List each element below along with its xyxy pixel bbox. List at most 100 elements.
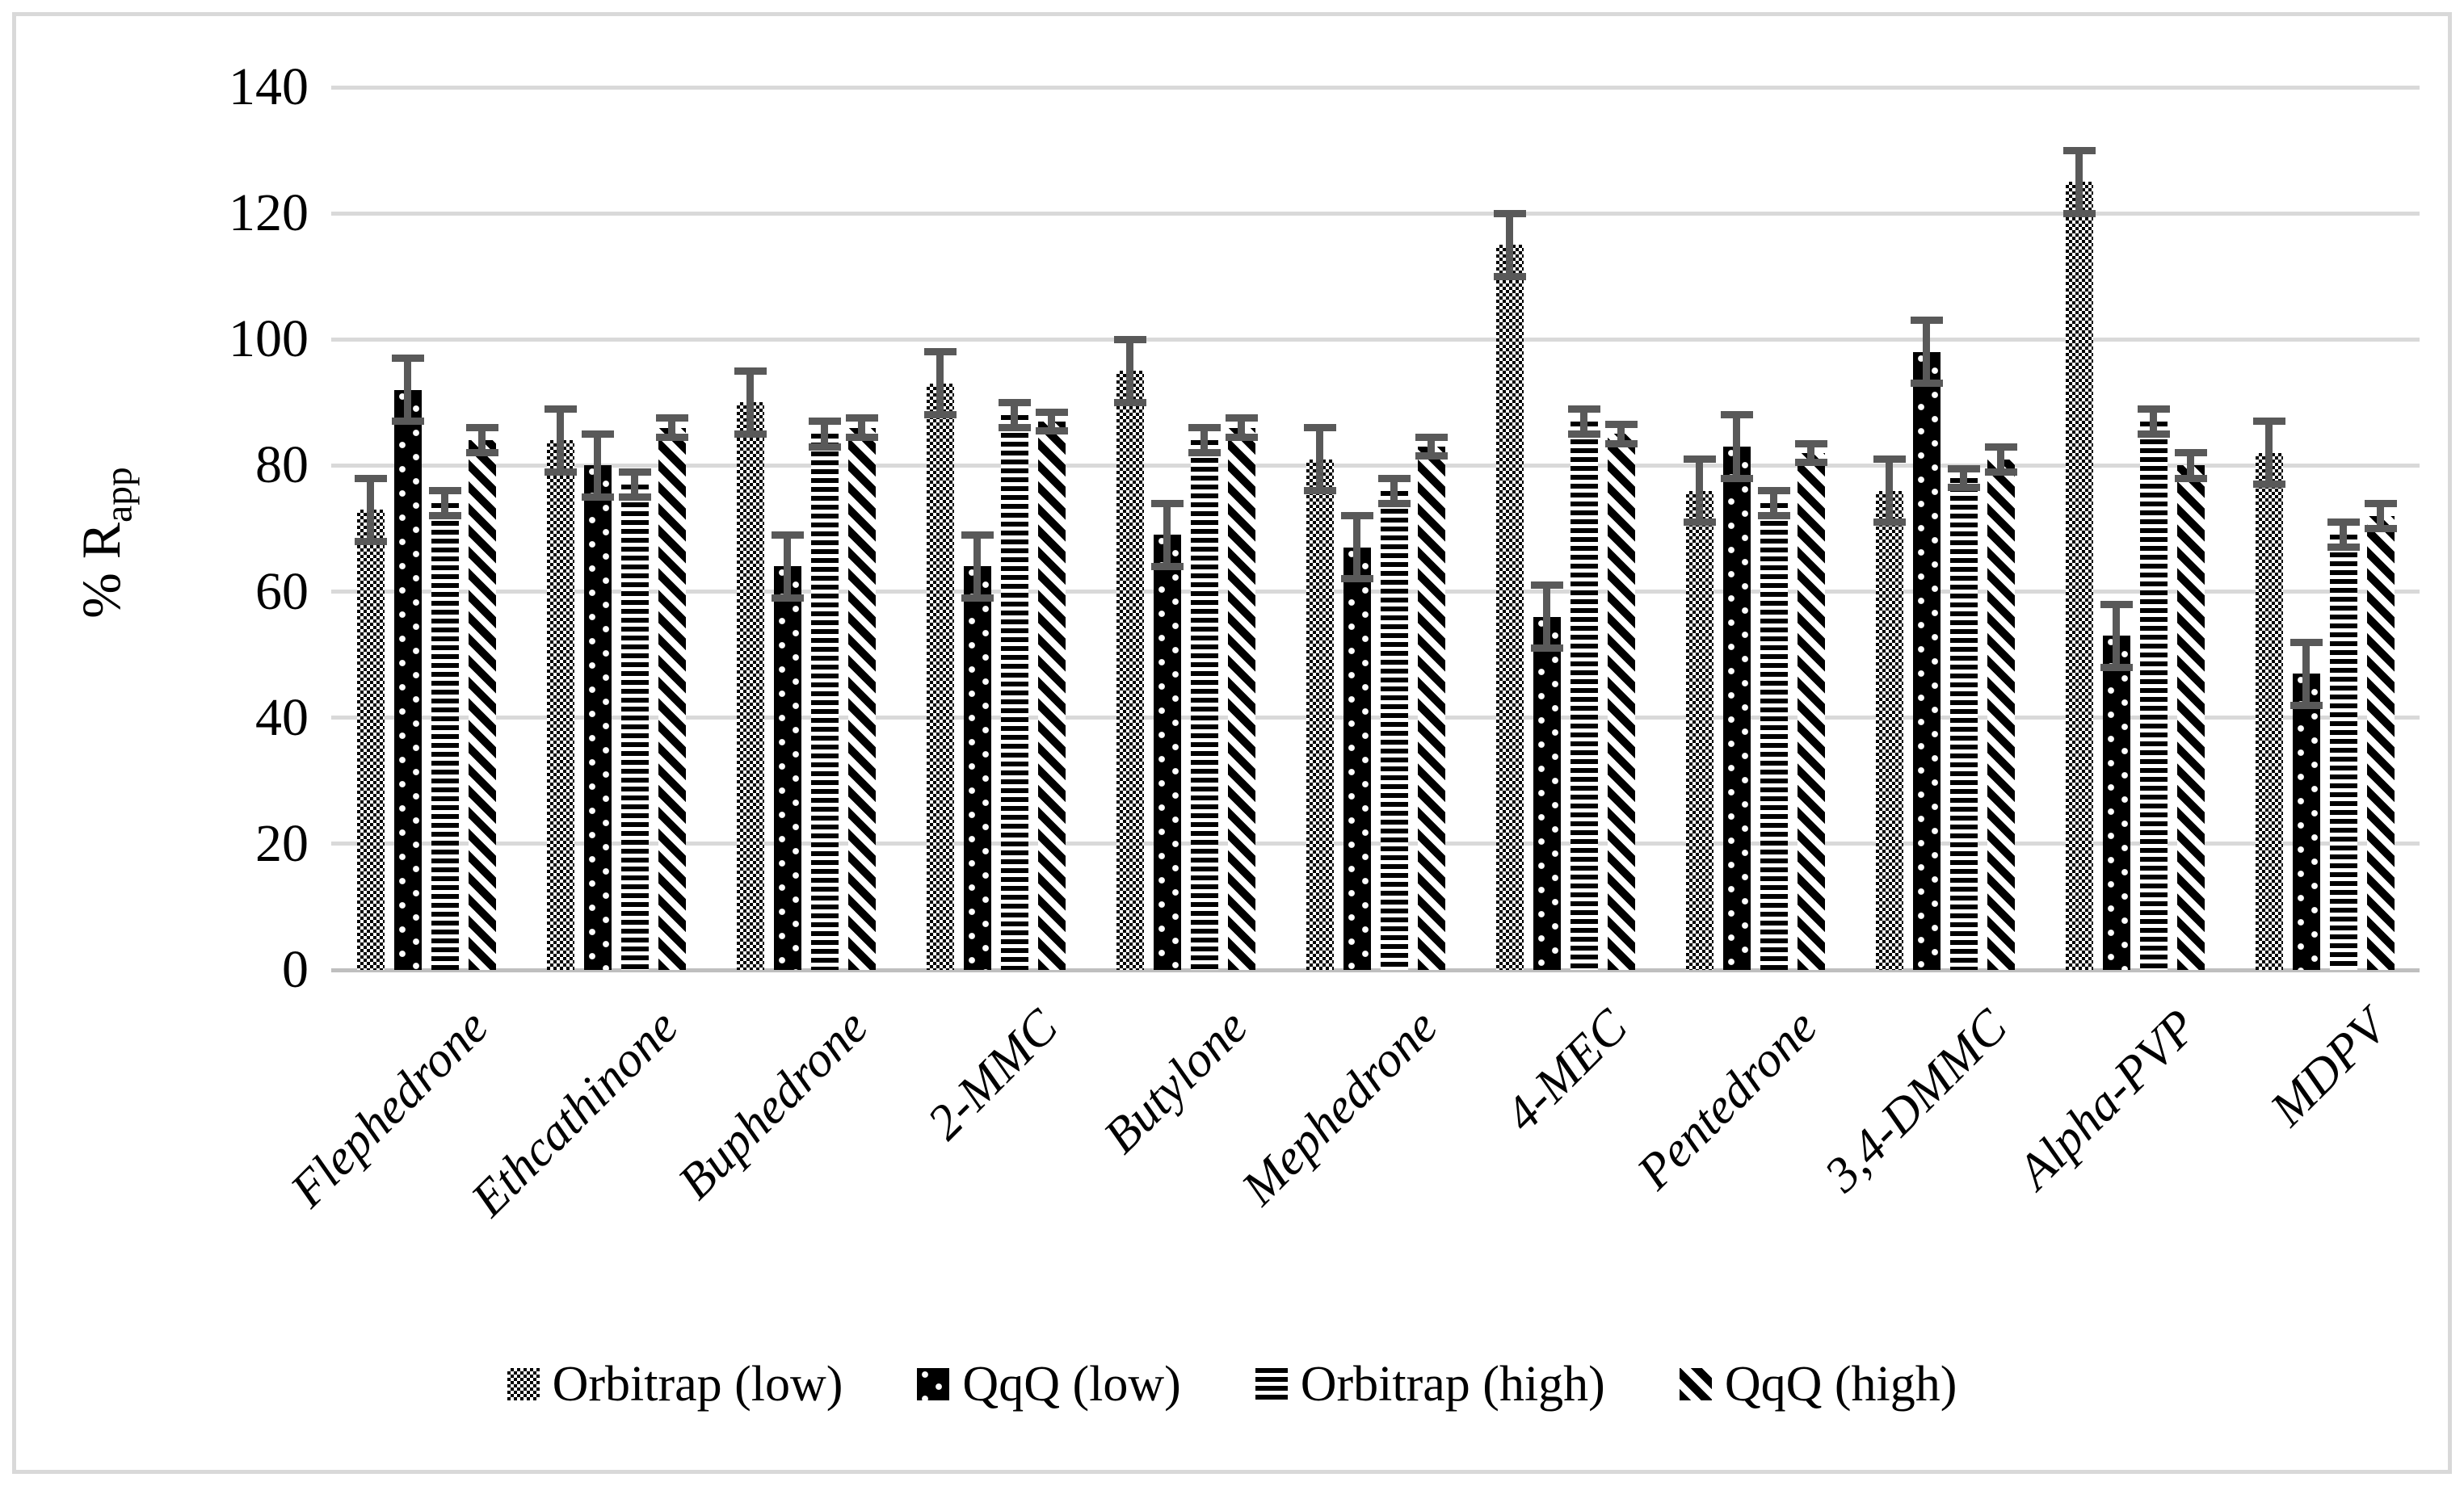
y-axis-tick-label: 60: [255, 561, 309, 621]
y-axis-tick-label: 140: [229, 57, 309, 117]
bar-qqq-low--2-mmc: [963, 566, 991, 970]
error-bar-top-cap: [1604, 421, 1638, 429]
y-axis-title-text: % R: [70, 522, 132, 619]
error-bar: [1048, 412, 1055, 431]
bar-orbitrap-low--alpha-pvp: [2065, 182, 2093, 970]
error-bar-bottom-cap: [1035, 427, 1068, 434]
error-bar-top-cap: [1530, 581, 1563, 590]
bar-qqq-high--alpha-pvp: [2176, 465, 2205, 970]
bar-orbitrap-low--ethcathinone: [546, 440, 574, 970]
error-bar-bottom-cap: [2137, 430, 2170, 438]
error-bar: [1353, 515, 1360, 579]
error-bar-top-cap: [1303, 424, 1336, 432]
error-bar-bottom-cap: [1873, 518, 1906, 527]
gridline: [331, 337, 2420, 342]
bar-qqq-low--mdpv: [2292, 674, 2320, 970]
bar-qqq-low--3-4-dmmc: [1912, 351, 1941, 970]
error-bar-bottom-cap: [1683, 518, 1716, 527]
error-bar-top-cap: [1757, 487, 1790, 495]
bar-orbitrap-low--mephedrone: [1306, 459, 1334, 970]
legend-item-orbitrap-low-: Orbitrap (low): [507, 1358, 843, 1410]
bar-qqq-low--4-mec: [1533, 616, 1561, 970]
error-bar-top-cap: [1113, 335, 1146, 343]
error-bar-top-cap: [1683, 455, 1716, 464]
error-bar-top-cap: [1188, 424, 1221, 432]
y-axis-title-subscript: app: [98, 467, 141, 523]
y-axis-tick-label: 0: [282, 940, 309, 999]
error-bar-bottom-cap: [354, 537, 387, 545]
error-bar: [557, 409, 564, 472]
bar-orbitrap-low--3-4-dmmc: [1875, 490, 1903, 970]
legend-label: QqQ (low): [962, 1357, 1181, 1412]
error-bar-top-cap: [2137, 405, 2170, 413]
error-bar-top-cap: [1150, 499, 1184, 507]
error-bar: [2377, 503, 2384, 529]
error-bar-top-cap: [391, 355, 424, 363]
legend-item-orbitrap-high-: Orbitrap (high): [1255, 1358, 1605, 1410]
gridline: [331, 85, 2420, 90]
legend-item-qqq-high-: QqQ (high): [1679, 1358, 1957, 1410]
bar-orbitrap-high--butylone: [1190, 440, 1218, 970]
error-bar: [668, 418, 675, 438]
error-bar-top-cap: [734, 367, 767, 375]
error-bar-top-cap: [465, 424, 498, 432]
bar-orbitrap-low--4-mec: [1495, 245, 1524, 970]
y-axis-tick-label: 40: [255, 687, 309, 747]
error-bar-bottom-cap: [1984, 468, 2017, 476]
error-bar: [973, 535, 981, 598]
error-bar: [367, 478, 374, 542]
bar-orbitrap-high--4-mec: [1570, 421, 1598, 970]
error-bar-bottom-cap: [1493, 272, 1526, 280]
bar-qqq-high--butylone: [1227, 427, 1255, 970]
bar-qqq-high--mdpv: [2366, 515, 2395, 970]
bar-qqq-low--buphedrone: [773, 566, 801, 970]
legend-marker-horizontal-stripes: [1255, 1368, 1288, 1400]
bar-orbitrap-low--2-mmc: [926, 383, 954, 970]
gridline: [331, 211, 2420, 216]
error-bar-bottom-cap: [618, 493, 651, 501]
error-bar-bottom-cap: [2327, 544, 2360, 552]
bar-orbitrap-high--mdpv: [2329, 535, 2357, 970]
error-bar: [784, 535, 791, 598]
error-bar-bottom-cap: [1377, 499, 1411, 507]
error-bar-bottom-cap: [1225, 433, 1258, 441]
bar-qqq-high--mephedrone: [1417, 447, 1445, 970]
legend-marker-small-checkerboard: [507, 1368, 540, 1400]
bar-orbitrap-high--buphedrone: [810, 434, 839, 970]
error-bar-bottom-cap: [1415, 452, 1448, 460]
error-bar-bottom-cap: [1910, 380, 1943, 388]
bar-qqq-high--3-4-dmmc: [1987, 459, 2015, 970]
bar-qqq-low--alpha-pvp: [2102, 636, 2130, 970]
legend: Orbitrap (low) QqQ (low) Orbitrap (high) Qq…: [0, 1358, 2464, 1410]
bar-orbitrap-low--buphedrone: [736, 402, 764, 970]
error-bar-top-cap: [2252, 418, 2285, 426]
error-bar-top-cap: [771, 531, 804, 539]
bar-orbitrap-high--3-4-dmmc: [1949, 478, 1978, 970]
error-bar-bottom-cap: [2252, 481, 2285, 489]
error-bar-bottom-cap: [1113, 398, 1146, 406]
error-bar-bottom-cap: [1340, 575, 1373, 583]
y-axis-tick-label: 100: [229, 309, 309, 369]
error-bar-bottom-cap: [1720, 474, 1753, 482]
bar-qqq-low--flephedrone: [393, 389, 422, 970]
error-bar-bottom-cap: [1567, 430, 1600, 438]
bar-qqq-low--butylone: [1153, 535, 1181, 970]
error-bar-top-cap: [998, 398, 1031, 406]
error-bar: [1506, 213, 1513, 277]
error-bar-top-cap: [1493, 209, 1526, 217]
error-bar-bottom-cap: [2290, 701, 2323, 709]
error-bar: [1886, 459, 1893, 523]
bar-orbitrap-low--flephedrone: [356, 510, 385, 970]
x-axis-line: [331, 968, 2420, 972]
error-bar-bottom-cap: [923, 411, 957, 419]
error-bar: [1011, 402, 1018, 428]
gridline: [331, 716, 2420, 720]
error-bar-top-cap: [2174, 449, 2207, 457]
error-bar-top-cap: [1947, 464, 1980, 472]
bar-qqq-low--pentedrone: [1722, 447, 1751, 970]
error-bar-top-cap: [923, 348, 957, 356]
error-bar-top-cap: [428, 487, 461, 495]
error-bar: [1733, 414, 1740, 479]
error-bar: [1390, 478, 1398, 504]
error-bar: [1580, 409, 1587, 434]
